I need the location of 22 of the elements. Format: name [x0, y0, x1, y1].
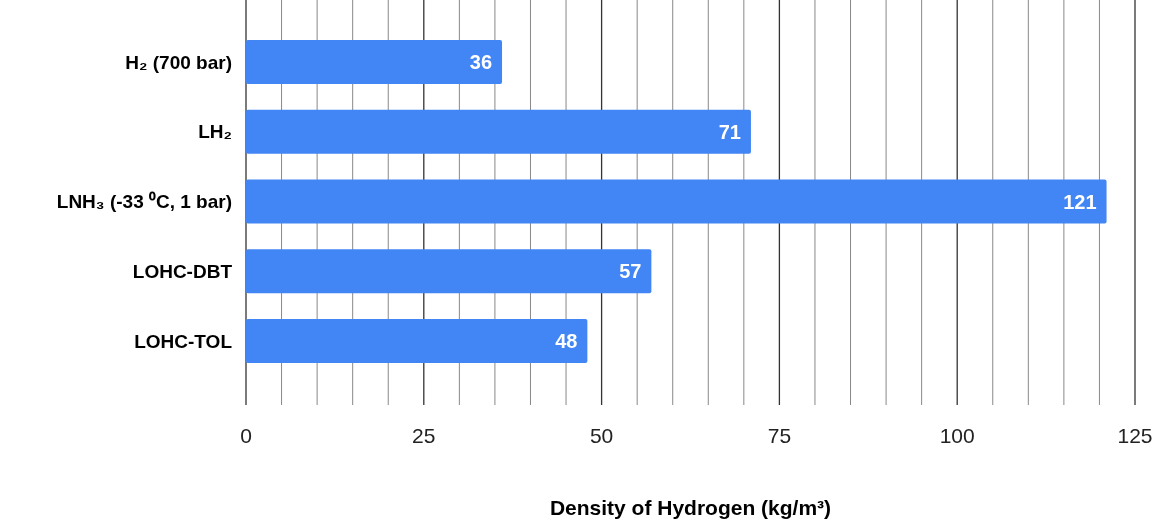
y-tick-label: LOHC-DBT	[132, 260, 233, 282]
y-tick-label: LNH₃ (-33 ⁰C, 1 bar)	[56, 191, 232, 213]
y-tick-label: H₂ (700 bar)	[125, 51, 232, 73]
x-tick-label: 125	[1117, 424, 1153, 447]
x-tick-label: 50	[589, 424, 614, 447]
y-tick-label: LH₂	[198, 121, 232, 143]
x-tick-label: 100	[939, 424, 975, 447]
x-tick-label: 25	[412, 424, 436, 447]
bar	[246, 109, 751, 154]
bar	[246, 39, 503, 84]
data-label: 36	[469, 50, 493, 73]
bar	[246, 319, 588, 364]
x-tick-label: 0	[240, 424, 252, 447]
data-label: 48	[555, 330, 578, 353]
data-label: 57	[619, 260, 642, 283]
data-label: 71	[718, 120, 741, 143]
data-label: 121	[1063, 190, 1097, 213]
x-tick-label: 75	[767, 424, 792, 447]
x-axis-title: Density of Hydrogen (kg/m³)	[549, 496, 832, 519]
bar	[246, 249, 652, 294]
y-tick-label: LOHC-TOL	[134, 330, 233, 352]
bar	[246, 179, 1107, 224]
